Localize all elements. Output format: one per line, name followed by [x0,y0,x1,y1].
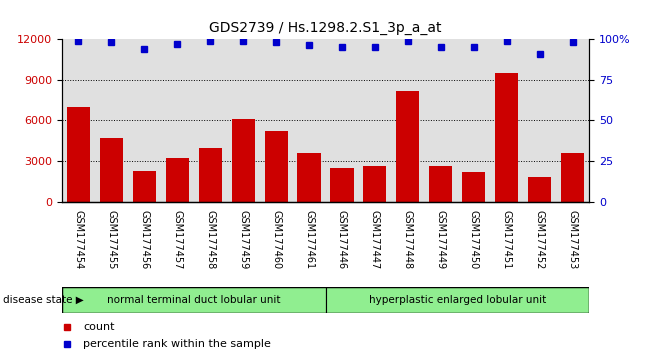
Bar [331,168,353,202]
Text: disease state ▶: disease state ▶ [3,295,84,305]
Bar [396,91,419,202]
Bar [264,131,288,202]
Text: GSM177446: GSM177446 [337,210,347,269]
Text: hyperplastic enlarged lobular unit: hyperplastic enlarged lobular unit [368,295,546,305]
FancyBboxPatch shape [326,287,589,313]
Bar [232,119,255,202]
Text: GSM177449: GSM177449 [436,210,446,269]
Bar [67,107,90,202]
Text: GSM177460: GSM177460 [271,210,281,269]
Text: GSM177448: GSM177448 [403,210,413,269]
Bar [363,166,387,202]
Text: GSM177459: GSM177459 [238,210,248,269]
Text: GSM177456: GSM177456 [139,210,149,269]
Text: GSM177450: GSM177450 [469,210,478,269]
Text: GSM177447: GSM177447 [370,210,380,269]
Text: count: count [83,321,115,332]
Bar [133,171,156,202]
Bar [165,158,189,202]
Bar [199,148,222,202]
Bar [561,153,584,202]
Text: GSM177453: GSM177453 [568,210,577,269]
Bar [528,177,551,202]
Bar [298,153,320,202]
FancyBboxPatch shape [62,287,326,313]
Title: GDS2739 / Hs.1298.2.S1_3p_a_at: GDS2739 / Hs.1298.2.S1_3p_a_at [209,21,442,35]
Text: GSM177457: GSM177457 [173,210,182,269]
Text: GSM177454: GSM177454 [74,210,83,269]
Text: GSM177455: GSM177455 [106,210,117,269]
Text: normal terminal duct lobular unit: normal terminal duct lobular unit [107,295,281,305]
Text: GSM177451: GSM177451 [502,210,512,269]
Text: percentile rank within the sample: percentile rank within the sample [83,339,271,349]
Bar [100,138,123,202]
Bar [462,172,486,202]
Text: GSM177452: GSM177452 [534,210,545,269]
Text: GSM177458: GSM177458 [205,210,215,269]
Text: GSM177461: GSM177461 [304,210,314,269]
Bar [429,166,452,202]
Bar [495,73,518,202]
